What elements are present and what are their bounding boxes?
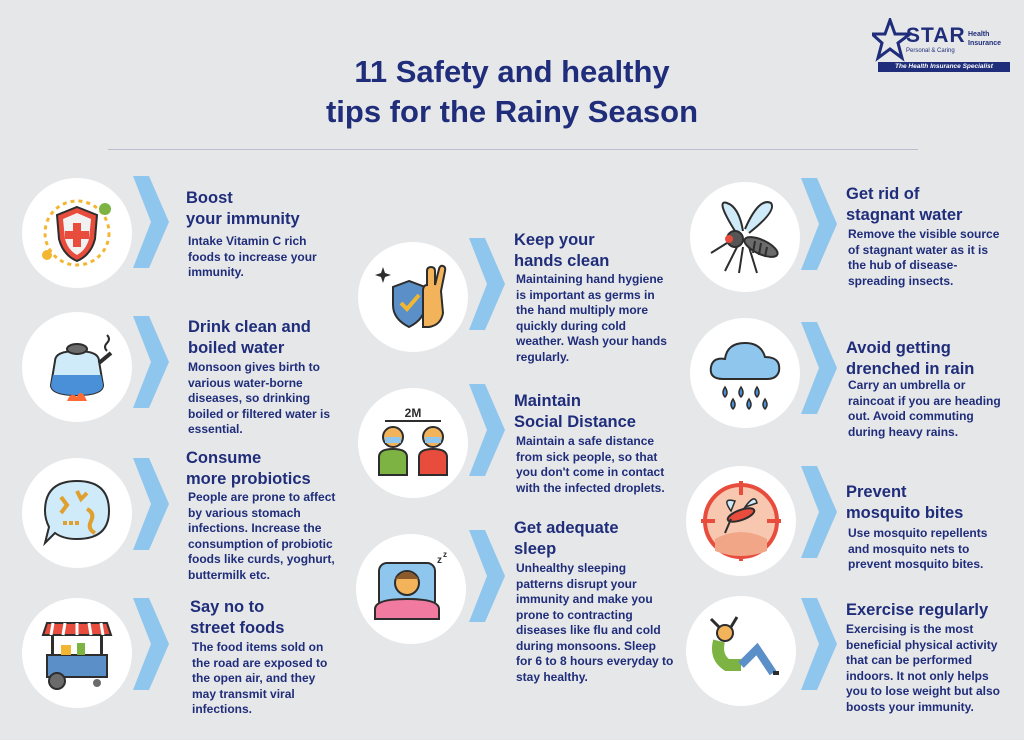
tip-body: Maintain a safe distance from sick peopl…	[516, 434, 665, 495]
logo-brand: STAR	[906, 24, 966, 47]
chevron-icon	[133, 176, 169, 268]
chevron-icon	[801, 178, 837, 270]
tip-heading: Avoid getting drenched in rain	[846, 338, 974, 380]
logo-strip: The Health Insurance Specialist	[878, 62, 1010, 72]
tip-heading-2: street foods	[190, 619, 285, 637]
tip-heading-2: your immunity	[186, 210, 300, 228]
chevron-icon	[133, 458, 169, 550]
tip-heading-1: Consume	[186, 449, 262, 467]
clean-hand-icon	[358, 242, 468, 352]
tip-heading-1: Avoid getting	[846, 339, 951, 357]
tip-heading-1: Maintain	[514, 392, 581, 410]
boiling-kettle-icon	[22, 312, 132, 422]
tip-body: Monsoon gives birth to various water-bor…	[188, 360, 331, 436]
exercise-situp-icon	[686, 596, 796, 706]
tip-body: Intake Vitamin C rich foods to increase …	[188, 234, 317, 279]
tip-heading: Consume more probiotics	[186, 448, 311, 490]
mosquito-bite-icon	[686, 466, 796, 576]
svg-text:z: z	[437, 555, 442, 566]
tip-heading: Keep your hands clean	[514, 230, 609, 272]
chevron-icon	[801, 466, 837, 558]
tip-heading: Boost your immunity	[186, 188, 300, 230]
tip-heading-1: Keep your	[514, 231, 595, 249]
page-title-line-2: tips for the Rainy Season	[325, 94, 699, 129]
tip-heading-1: Get adequate	[514, 519, 619, 537]
tip-heading: Exercise regularly	[846, 600, 988, 621]
chevron-icon	[469, 530, 505, 622]
tip-heading-1: Drink clean and	[188, 318, 311, 336]
chevron-icon	[469, 238, 505, 330]
tip-heading-2: Social Distance	[514, 413, 636, 431]
tip-heading-1: Exercise regularly	[846, 601, 989, 619]
logo-side-text: Health Insurance	[968, 30, 1012, 48]
tip-body: Remove the visible source of stagnant wa…	[848, 227, 1000, 288]
tip-body: Use mosquito repellents and mosquito net…	[848, 526, 988, 571]
tip-heading: Say no to street foods	[190, 597, 284, 639]
mosquito-icon	[690, 182, 800, 292]
chevron-icon	[801, 598, 837, 690]
tip-heading: Maintain Social Distance	[514, 391, 636, 433]
tip-heading-2: boiled water	[188, 339, 285, 357]
tip-body: The food items sold on the road are expo…	[192, 640, 328, 716]
street-food-cart-icon	[22, 598, 132, 708]
social-distance-icon: 2M	[358, 388, 468, 498]
tip-body: Unhealthy sleeping patterns disrupt your…	[516, 561, 674, 684]
tip-heading-1: Say no to	[190, 598, 265, 616]
tip-body: Carry an umbrella or raincoat if you are…	[848, 378, 1001, 439]
probiotic-bacteria-icon	[22, 458, 132, 568]
tip-body: Exercising is the most beneficial physic…	[846, 622, 1001, 714]
tip-heading-2: mosquito bites	[846, 504, 964, 522]
page-title: 11 Safety and healthy tips for the Rainy…	[0, 52, 1024, 132]
tip-heading: Get adequate sleep	[514, 518, 619, 560]
tip-heading: Get rid of stagnant water	[846, 184, 962, 226]
title-divider	[108, 149, 918, 150]
immunity-shield-icon	[22, 178, 132, 288]
tip-heading-2: drenched in rain	[846, 360, 975, 378]
chevron-icon	[801, 322, 837, 414]
logo-side-2: Insurance	[968, 40, 1002, 47]
tip-heading: Prevent mosquito bites	[846, 482, 963, 524]
tip-heading-1: Boost	[186, 189, 233, 207]
tip-heading-2: hands clean	[514, 252, 610, 270]
tip-heading-2: sleep	[514, 540, 557, 558]
page-title-line-1: 11 Safety and healthy	[354, 54, 670, 89]
tip-heading-2: stagnant water	[846, 206, 963, 224]
tip-heading-2: more probiotics	[186, 470, 311, 488]
star-health-logo: STAR Personal & Caring Health Insurance …	[872, 18, 1012, 78]
tip-body: People are prone to affect by various st…	[188, 490, 336, 582]
distance-label: 2M	[405, 406, 422, 420]
tip-body: Maintaining hand hygiene is important as…	[516, 272, 667, 364]
rain-cloud-icon	[690, 318, 800, 428]
tip-heading: Drink clean and boiled water	[188, 317, 311, 359]
tip-heading-1: Prevent	[846, 483, 907, 501]
logo-side-1: Health	[968, 31, 990, 38]
svg-text:z: z	[443, 550, 447, 559]
chevron-icon	[133, 598, 169, 690]
chevron-icon	[469, 384, 505, 476]
tip-heading-1: Get rid of	[846, 185, 920, 203]
sleeping-person-icon: z z	[356, 534, 466, 644]
star-logo-icon	[872, 18, 912, 62]
chevron-icon	[133, 316, 169, 408]
logo-tagline: Personal & Caring	[906, 48, 955, 54]
